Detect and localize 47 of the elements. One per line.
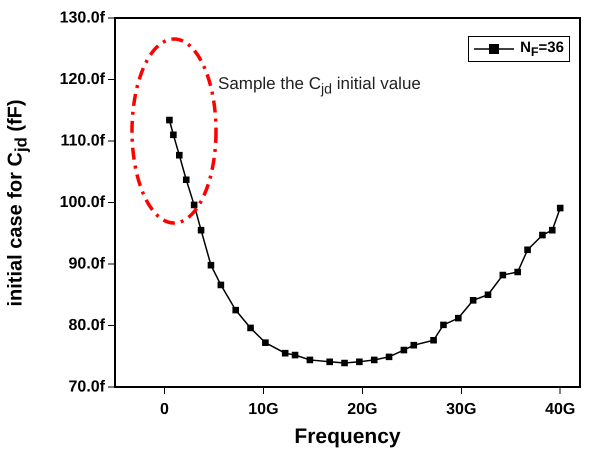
legend-label: N$_{F}$=36	[520, 39, 564, 59]
point	[182, 176, 190, 184]
point	[524, 246, 531, 254]
x-tick-label: 20G	[347, 401, 378, 418]
point	[386, 354, 392, 360]
y-tick-label: 70.0f	[68, 378, 106, 396]
point	[306, 356, 314, 364]
y-tick-label: 110.0f	[60, 132, 106, 150]
point	[455, 314, 462, 322]
x-tick-label: 10G	[248, 401, 279, 418]
point	[326, 358, 333, 366]
point	[440, 322, 447, 328]
point	[484, 291, 492, 298]
point	[556, 204, 564, 212]
point	[170, 132, 177, 138]
point	[247, 324, 254, 332]
point	[400, 346, 408, 354]
point	[208, 262, 214, 269]
y-tick-label: 90.0f	[68, 255, 106, 272]
point	[262, 339, 269, 346]
y-tick-label: 80.0f	[68, 316, 106, 334]
y-tick-label: 120.0f	[60, 70, 106, 88]
point	[198, 226, 204, 234]
point	[190, 202, 198, 208]
point	[282, 350, 288, 356]
point	[539, 232, 546, 238]
x-axis-title: Frequency	[293, 425, 402, 449]
annotation: Sample the C$_{jd}$ initial value	[218, 74, 421, 98]
point	[430, 336, 437, 344]
x-tick-label: 0	[160, 401, 170, 418]
point	[218, 282, 224, 288]
point	[356, 358, 363, 366]
point	[292, 352, 298, 358]
point	[500, 272, 506, 278]
point	[410, 342, 418, 348]
point	[514, 268, 521, 276]
point	[166, 116, 173, 124]
point	[549, 226, 556, 234]
point	[370, 356, 378, 364]
point	[232, 306, 239, 314]
point	[341, 360, 348, 366]
x-tick-label: 30G	[446, 401, 476, 418]
y-tick-label: 100.0f	[60, 194, 106, 211]
point	[470, 296, 476, 304]
x-tick-label: 40G	[545, 401, 576, 418]
point	[176, 152, 183, 158]
y-tick-label: 130.0f	[60, 9, 106, 26]
